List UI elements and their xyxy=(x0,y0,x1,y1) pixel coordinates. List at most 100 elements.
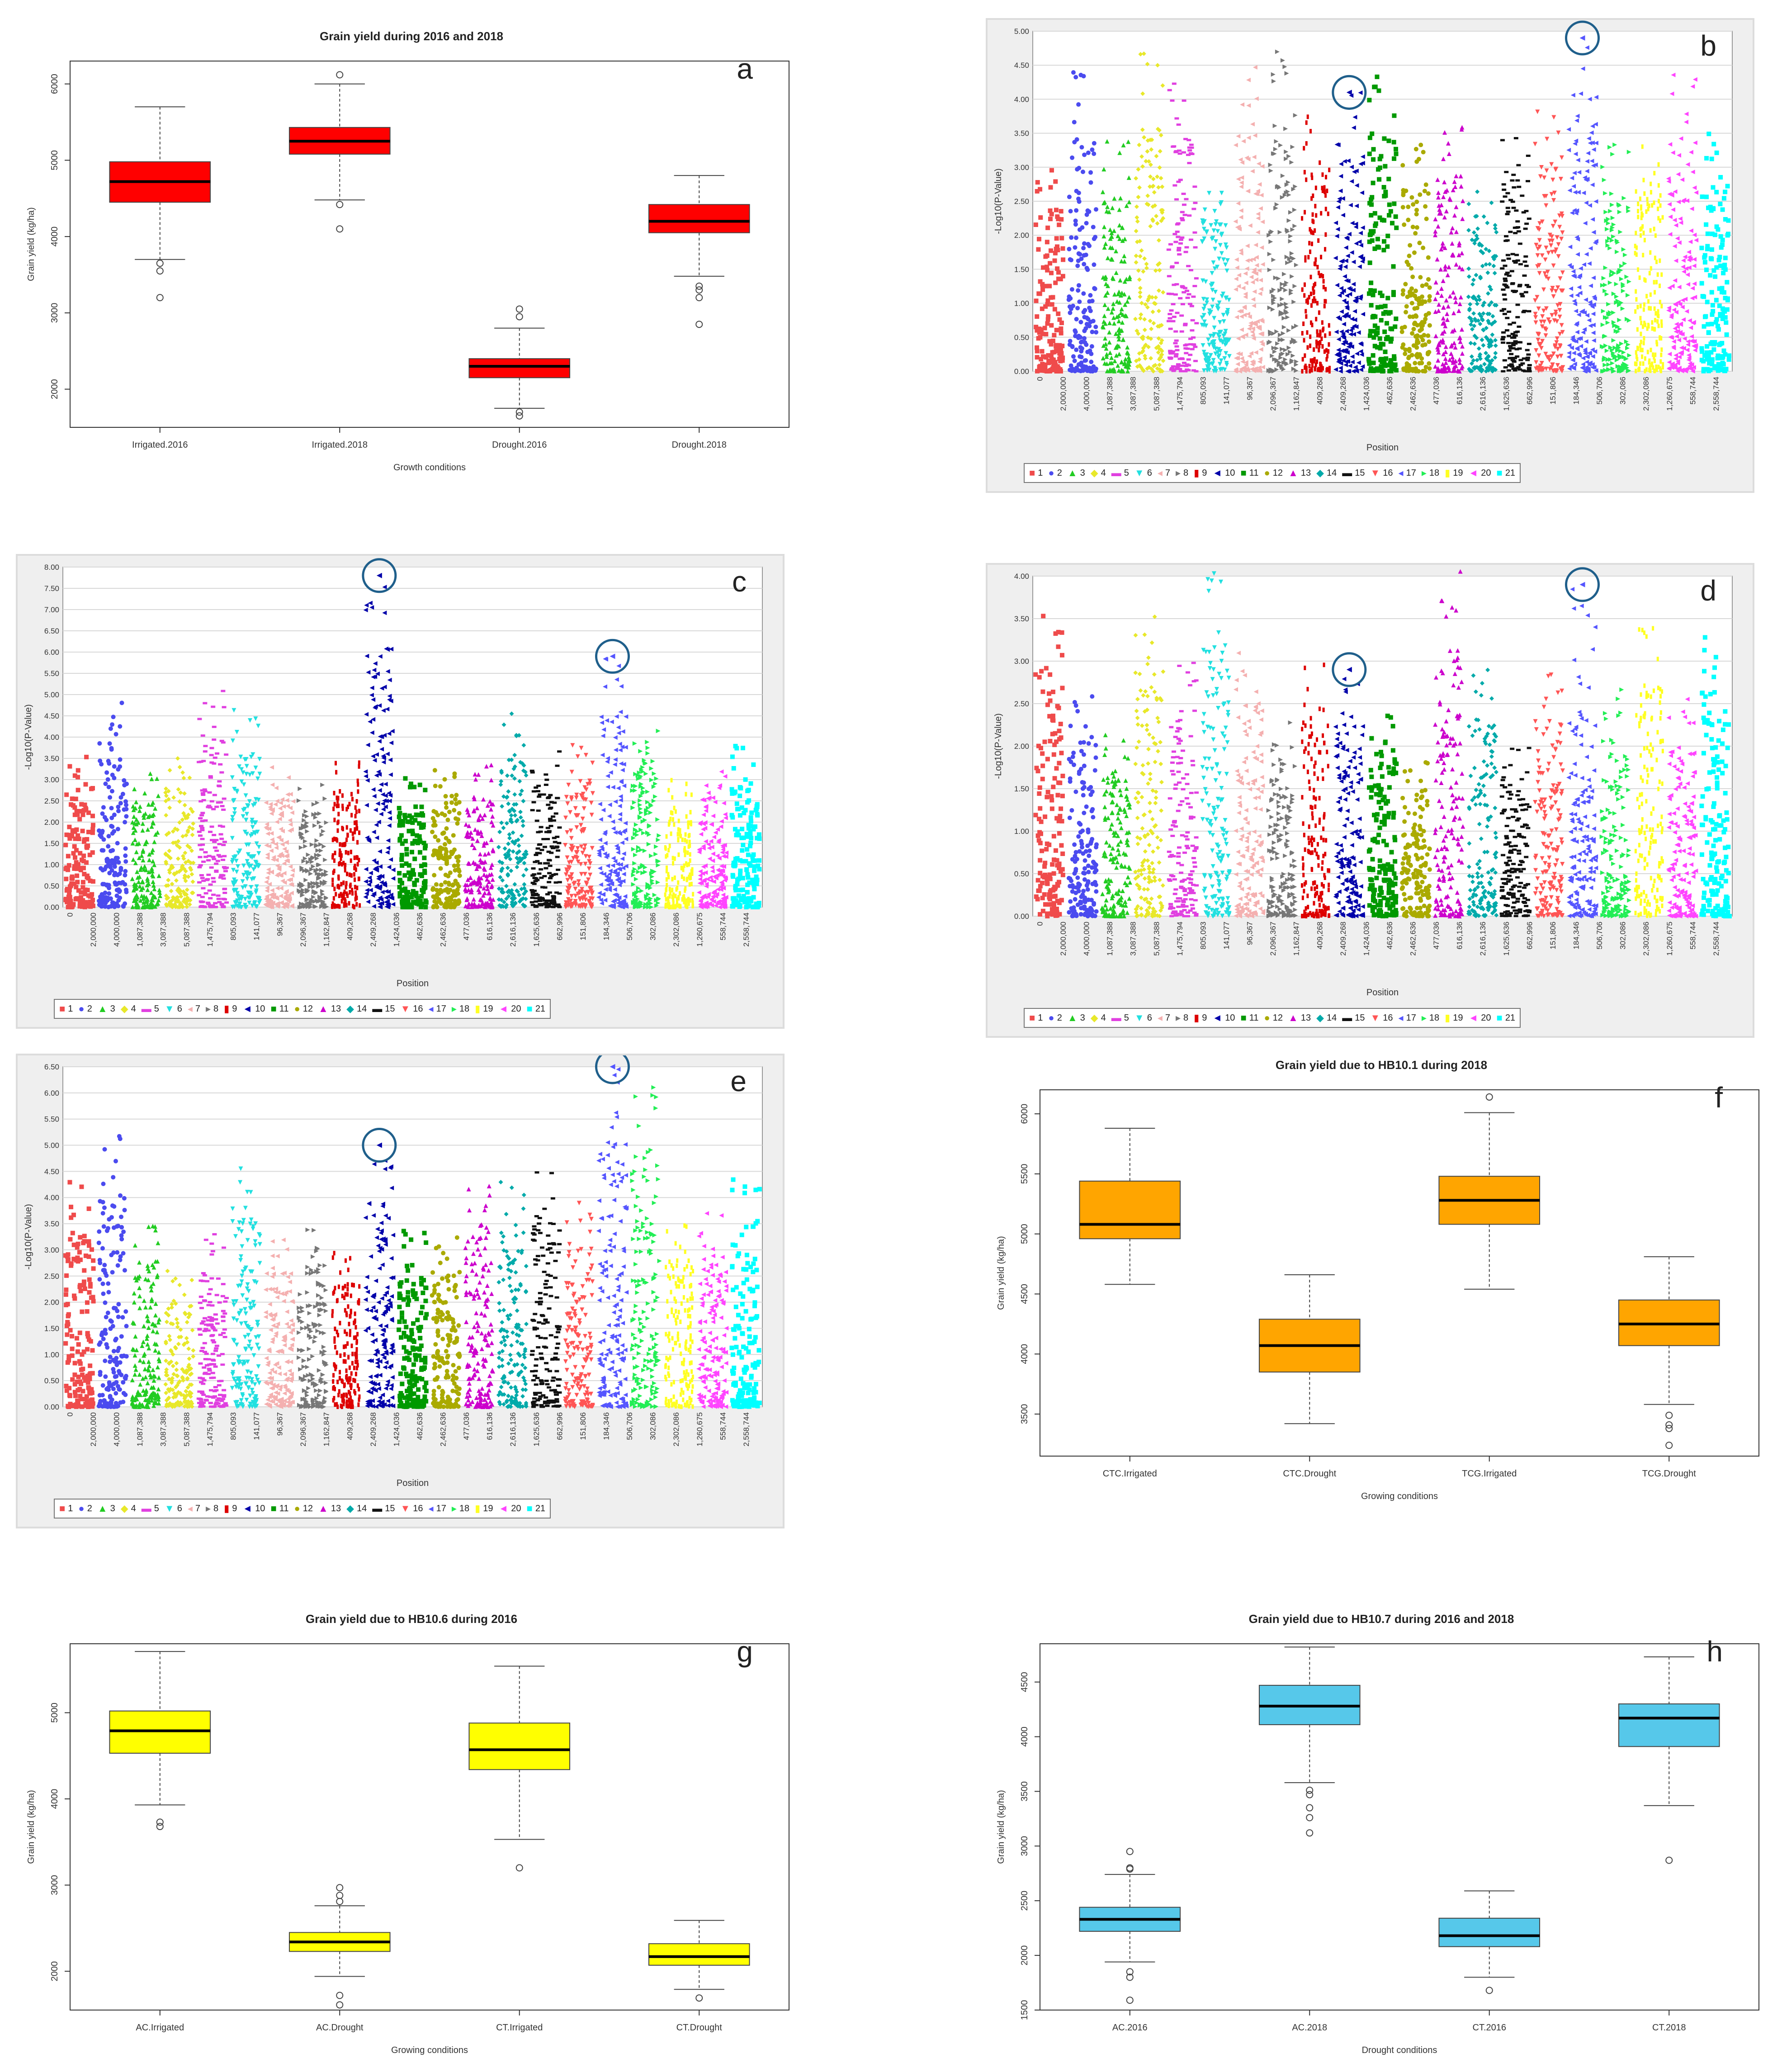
snp-point xyxy=(1671,339,1676,344)
snp-point xyxy=(1344,304,1349,309)
snp-point xyxy=(1309,369,1311,374)
snp-point xyxy=(1308,241,1311,246)
snp-point xyxy=(123,882,128,887)
snp-point xyxy=(1368,329,1373,334)
snp-point xyxy=(175,888,180,893)
snp-point xyxy=(1168,317,1172,320)
snp-point xyxy=(1543,351,1548,356)
snp-point xyxy=(222,866,227,869)
snp-point xyxy=(1038,335,1043,340)
outlier xyxy=(695,286,703,294)
snp-point xyxy=(212,738,217,741)
snp-point xyxy=(1160,210,1165,215)
snp-point xyxy=(1112,359,1117,364)
snp-point xyxy=(1687,361,1692,366)
snp-point xyxy=(1045,321,1050,326)
snp-point xyxy=(1158,341,1163,345)
snp-point xyxy=(147,852,152,857)
snp-point xyxy=(1553,219,1558,224)
snp-point xyxy=(1677,153,1682,158)
snp-point xyxy=(255,776,260,781)
snp-point xyxy=(209,866,214,869)
snp-point xyxy=(1335,315,1340,320)
snp-point xyxy=(1636,327,1639,332)
snp-point xyxy=(1315,344,1318,349)
snp-point xyxy=(1294,359,1299,364)
snp-point xyxy=(1711,185,1716,190)
snp-point xyxy=(1648,271,1651,276)
snp-point xyxy=(256,851,261,856)
snp-point xyxy=(1058,348,1063,353)
snp-point xyxy=(1439,293,1444,298)
snp-point xyxy=(1083,364,1088,369)
snp-point xyxy=(85,837,90,842)
snp-point xyxy=(1186,154,1191,156)
snp-point xyxy=(187,902,192,907)
snp-point xyxy=(1676,338,1681,343)
snp-point xyxy=(1079,145,1084,150)
snp-point xyxy=(86,810,91,815)
snp-point xyxy=(1576,312,1581,317)
snp-point xyxy=(1612,323,1617,328)
snp-point xyxy=(1160,184,1165,189)
snp-point xyxy=(1610,366,1615,371)
snp-point xyxy=(287,893,292,898)
snp-point xyxy=(1138,52,1143,57)
snp-point xyxy=(1643,277,1646,282)
x-tick-label: 141,077 xyxy=(1222,377,1231,404)
snp-point xyxy=(1507,349,1512,352)
snp-point xyxy=(118,757,123,762)
snp-point xyxy=(1414,335,1419,340)
snp-point xyxy=(273,802,278,807)
snp-point xyxy=(1109,234,1114,239)
snp-point xyxy=(1649,228,1652,233)
snp-point xyxy=(1183,137,1188,140)
snp-point xyxy=(1043,354,1048,359)
snp-point xyxy=(268,802,273,807)
x-tick-label: Irrigated.2018 xyxy=(312,440,368,450)
snp-point xyxy=(1217,256,1222,261)
snp-point xyxy=(1459,366,1464,371)
snp-point xyxy=(1512,357,1517,360)
snp-point xyxy=(1137,357,1142,362)
snp-point xyxy=(1319,160,1321,165)
snp-point xyxy=(1617,326,1622,331)
snp-point xyxy=(1202,207,1207,212)
snp-point xyxy=(250,877,255,882)
snp-point xyxy=(69,904,74,909)
snp-point xyxy=(1248,323,1253,328)
snp-point xyxy=(1203,353,1208,358)
snp-point xyxy=(1443,267,1448,272)
snp-point xyxy=(1714,224,1719,229)
snp-point xyxy=(1215,350,1220,355)
snp-point xyxy=(1717,342,1722,347)
snp-point xyxy=(1478,275,1483,280)
snp-point xyxy=(339,851,342,856)
snp-point xyxy=(197,894,202,897)
snp-point xyxy=(1690,339,1695,344)
snp-point xyxy=(341,806,344,811)
snp-point xyxy=(249,754,254,759)
snp-point xyxy=(1610,225,1615,230)
snp-point xyxy=(1621,350,1626,355)
snp-points xyxy=(1033,35,1731,374)
snp-point xyxy=(241,814,246,819)
snp-point xyxy=(337,812,340,817)
snp-point xyxy=(1600,322,1605,327)
snp-point xyxy=(1289,360,1294,364)
snp-point xyxy=(1274,346,1279,351)
snp-point xyxy=(1572,170,1577,175)
snp-point xyxy=(355,799,358,804)
snp-point xyxy=(244,904,249,909)
snp-point xyxy=(79,890,84,895)
snp-point xyxy=(1081,74,1086,79)
snp-point xyxy=(256,845,261,850)
snp-point xyxy=(208,905,213,908)
snp-point xyxy=(142,864,147,869)
snp-point xyxy=(131,830,136,835)
snp-point xyxy=(1159,338,1164,343)
snp-point xyxy=(1049,302,1054,307)
snp-point xyxy=(1312,358,1314,363)
snp-point xyxy=(1547,358,1552,363)
snp-point xyxy=(321,844,326,849)
